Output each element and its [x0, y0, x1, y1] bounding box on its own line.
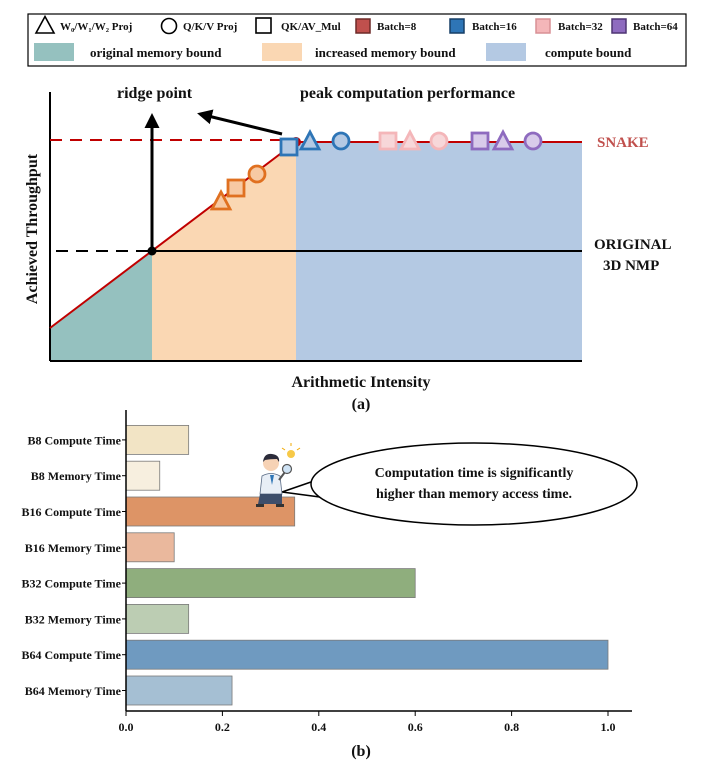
marker-square-batch32: [378, 131, 398, 151]
legend-label-square: QK/AV_Mul: [281, 21, 341, 33]
ridge-point-label: ridge point: [117, 85, 193, 102]
panel-b-caption: (b): [351, 743, 371, 760]
peak-label: peak computation performance: [300, 85, 515, 102]
legend-label-circle: Q/K/V Proj: [183, 21, 237, 33]
panel-a-caption: (a): [352, 396, 371, 413]
bar-b64-memory-time: [125, 675, 233, 706]
bar-label-b16-compute-time: B16 Compute Time: [21, 505, 121, 519]
marker-triangle-batch8: [209, 189, 233, 211]
legend-swatch-batch32: [535, 18, 551, 34]
marker-triangle-batch32: [398, 129, 422, 151]
legend-swatch-original-memory: [34, 43, 74, 61]
legend-swatch-compute: [486, 43, 526, 61]
peak-arrow: [197, 109, 283, 136]
legend-marker-square: [255, 17, 272, 34]
legend-label-increased-memory: increased memory bound: [315, 45, 456, 60]
original-label-line2: 3D NMP: [603, 258, 659, 274]
data-markers: [209, 129, 543, 211]
legend-marker-triangle: [34, 14, 56, 34]
roofline-chart: W₀/W₁/W₂ Proj Q/K/V Proj QK/AV_Mul Batch…: [24, 13, 687, 413]
x-tick-label: 0.0: [119, 720, 134, 734]
bar-b8-compute-time: [125, 424, 190, 455]
legend-swatch-batch16: [449, 18, 465, 34]
bar-b32-memory-time: [125, 604, 190, 634]
marker-circle-batch64: [523, 131, 543, 151]
marker-square-batch16: [279, 137, 299, 157]
legend-marker-circle: [160, 17, 178, 35]
x-tick-label: 0.2: [215, 720, 230, 734]
callout-text-line2: higher than memory access time.: [376, 487, 572, 502]
marker-circle-batch32: [429, 131, 449, 151]
marker-circle-batch8: [247, 164, 267, 184]
marker-circle-batch16: [331, 131, 351, 151]
x-tick-label: 0.6: [408, 720, 423, 734]
bar-label-b8-memory-time: B8 Memory Time: [31, 469, 122, 483]
legend-label-triangle: W₀/W₁/W₂ Proj: [60, 21, 132, 33]
legend-swatch-increased-memory: [262, 43, 302, 61]
bar-b32-compute-time: [125, 568, 416, 598]
legend-label-batch64: Batch=64: [633, 21, 678, 33]
legend-swatch-batch64: [611, 18, 627, 34]
marker-triangle-batch64: [491, 129, 515, 151]
x-tick-label: 0.8: [504, 720, 519, 734]
x-tick-label: 1.0: [601, 720, 616, 734]
bar-b16-memory-time: [125, 532, 175, 563]
bar-label-b8-compute-time: B8 Compute Time: [27, 433, 121, 447]
thinking-person-icon: [256, 443, 301, 507]
legend-label-original-memory: original memory bound: [90, 45, 222, 60]
snake-label: SNAKE: [597, 135, 649, 151]
x-tick-label: 0.4: [311, 720, 326, 734]
legend-label-compute: compute bound: [545, 45, 632, 60]
bar-b8-memory-time: [125, 460, 161, 491]
bar-label-b16-memory-time: B16 Memory Time: [25, 541, 122, 555]
bar-label-b64-memory-time: B64 Memory Time: [25, 684, 122, 698]
marker-square-batch8: [226, 178, 246, 198]
callout-bubble: [281, 442, 638, 526]
legend-label-batch16: Batch=16: [472, 21, 517, 33]
time-bar-chart: B8 Compute Time B8 Memory Time B16 Compute…: [21, 410, 638, 760]
bar-b64-compute-time: [125, 639, 609, 670]
marker-triangle-batch16: [298, 129, 322, 151]
y-axis-title: Achieved Throughput: [24, 153, 41, 304]
bar-label-b64-compute-time: B64 Compute Time: [21, 648, 121, 662]
marker-square-batch64: [470, 131, 490, 151]
region-original-memory: [50, 252, 152, 361]
x-axis-title: Arithmetic Intensity: [291, 374, 430, 391]
legend-label-batch32: Batch=32: [558, 21, 603, 33]
callout-text-line1: Computation time is significantly: [375, 466, 574, 481]
legend-swatch-batch8: [355, 18, 371, 34]
bar-label-b32-memory-time: B32 Memory Time: [25, 612, 122, 626]
original-label-line1: ORIGINAL: [594, 237, 672, 253]
legend-label-batch8: Batch=8: [377, 21, 417, 33]
original-ridge-point: [147, 246, 157, 256]
bar-label-b32-compute-time: B32 Compute Time: [21, 577, 121, 591]
